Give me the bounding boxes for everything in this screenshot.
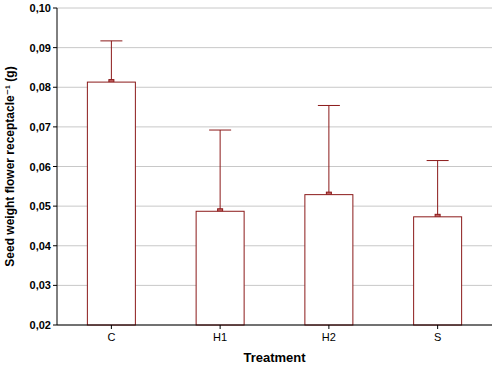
x-tick <box>111 325 112 329</box>
bar <box>414 217 462 325</box>
y-tick <box>53 245 57 246</box>
error-cap <box>100 40 122 41</box>
y-tick-label: 0,05 <box>30 200 51 212</box>
y-tick-label: 0,07 <box>30 121 51 133</box>
error-cap <box>209 130 231 131</box>
error-cap <box>427 160 449 161</box>
grid-line <box>57 8 492 9</box>
bar <box>87 82 135 325</box>
y-tick-label: 0,03 <box>30 279 51 291</box>
x-tick <box>220 325 221 329</box>
grid-line <box>57 47 492 48</box>
x-tick-label: H1 <box>213 331 227 343</box>
y-tick-label: 0,09 <box>30 42 51 54</box>
y-axis-label: Seed weight flower receptacle⁻¹ (g) <box>3 66 17 266</box>
x-tick <box>437 325 438 329</box>
grid-line <box>57 325 492 326</box>
y-tick <box>53 206 57 207</box>
y-tick <box>53 285 57 286</box>
error-cap <box>318 105 340 106</box>
x-tick-label: C <box>107 331 115 343</box>
x-tick <box>328 325 329 329</box>
y-axis <box>57 8 58 325</box>
y-tick-label: 0,04 <box>30 240 52 252</box>
y-tick <box>53 126 57 127</box>
y-tick <box>53 166 57 167</box>
y-tick-label: 0,02 <box>30 319 51 331</box>
chart: 0,02 0,03 0,04 0,05 0,06 0,07 0,08 0,09 0,10 C H1 H… <box>0 0 500 371</box>
x-tick-label: H2 <box>322 331 336 343</box>
y-tick <box>53 87 57 88</box>
x-axis-label: Treatment <box>243 350 306 365</box>
x-tick-label: S <box>434 331 441 343</box>
bar <box>305 195 353 325</box>
y-tick <box>53 8 57 9</box>
x-axis <box>57 325 492 326</box>
y-tick-label: 0,10 <box>30 2 51 14</box>
y-tick-label: 0,08 <box>30 81 51 93</box>
bars <box>100 41 448 293</box>
y-tick <box>53 325 57 326</box>
y-tick-label: 0,06 <box>30 161 51 173</box>
y-tick <box>53 47 57 48</box>
bar <box>196 211 244 325</box>
